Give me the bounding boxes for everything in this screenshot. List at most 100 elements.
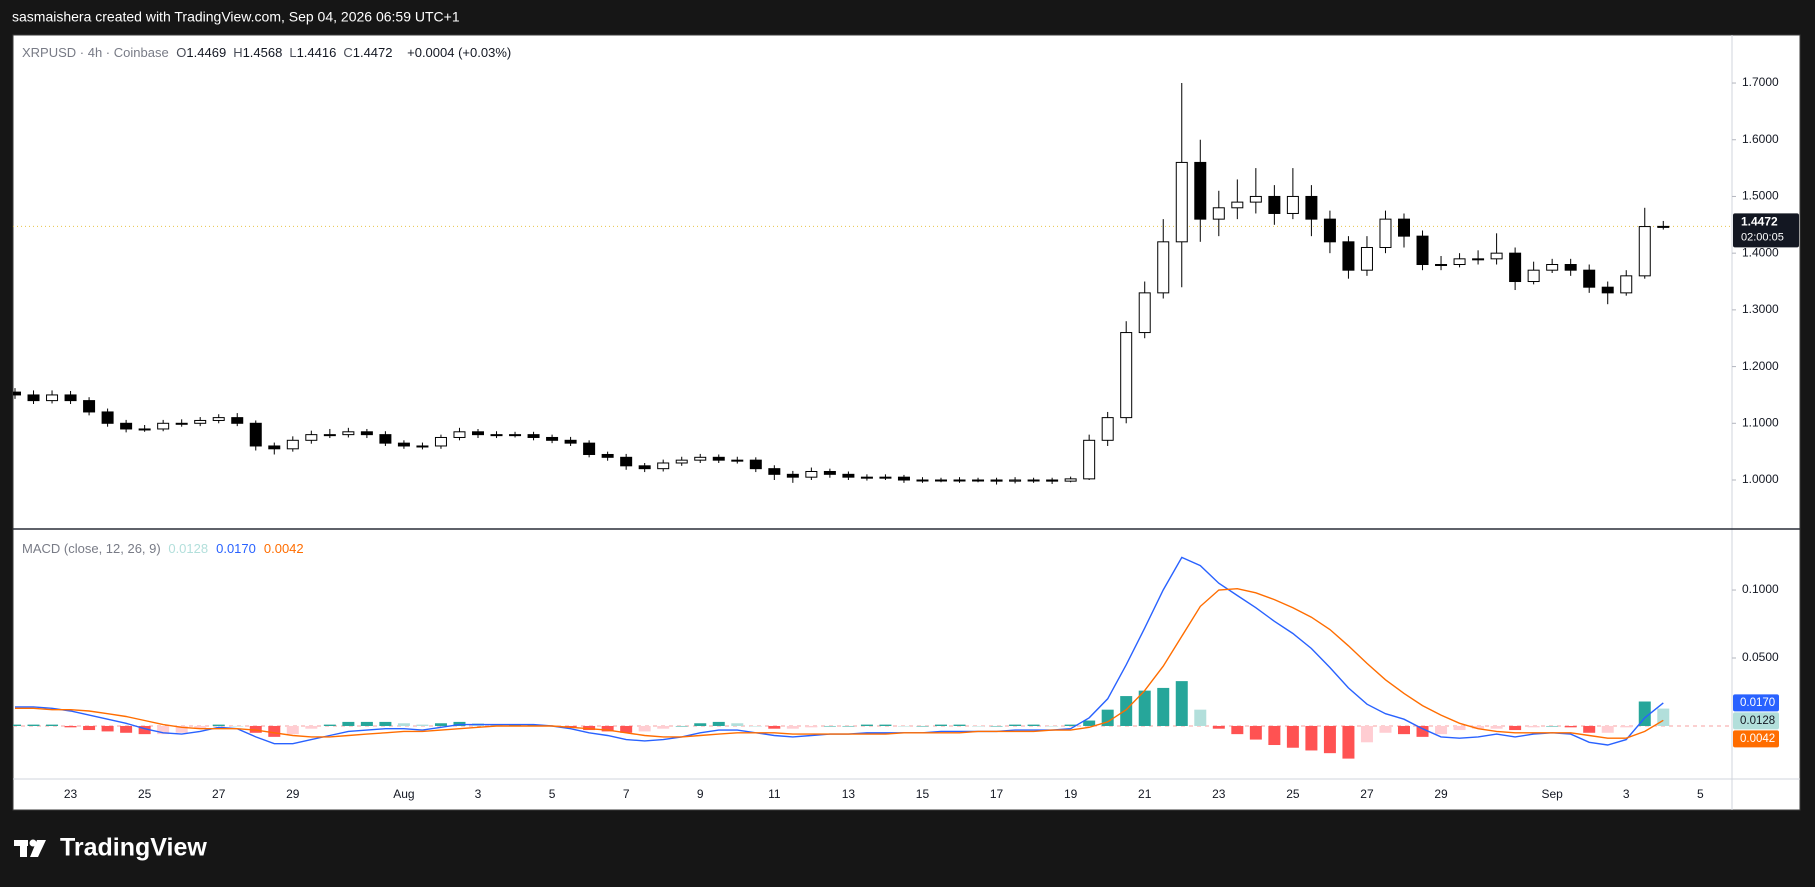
histogram-bar <box>286 725 299 735</box>
histogram-bar <box>268 725 281 737</box>
x-tick-label: 25 <box>138 787 152 801</box>
y-tick-label: 1.1000 <box>1742 415 1779 429</box>
candle-body <box>64 394 77 402</box>
histogram-bar <box>1046 725 1059 727</box>
histogram-bar <box>1583 725 1596 733</box>
histogram-bar <box>13 724 21 726</box>
candle-body <box>249 422 262 447</box>
chart-panel <box>12 34 1801 811</box>
candle-body <box>1286 195 1299 214</box>
candle-body <box>1194 161 1207 220</box>
logo-part <box>20 840 27 857</box>
candle-body <box>175 422 188 425</box>
histogram-bar <box>1490 725 1503 729</box>
candle-body <box>1212 207 1225 220</box>
candle-body <box>527 434 540 438</box>
candle-body <box>1564 264 1577 271</box>
x-tick-label: 13 <box>842 787 856 801</box>
candle-body <box>453 431 466 438</box>
candle-body <box>1101 417 1114 441</box>
candle-body <box>1138 292 1151 334</box>
candle-body <box>416 445 429 448</box>
candle-body <box>323 434 336 437</box>
histogram-bar <box>1009 724 1022 726</box>
candle-body <box>1268 195 1281 214</box>
candle-body <box>786 473 799 478</box>
candle-body <box>138 428 151 431</box>
candle-body <box>583 442 596 455</box>
candle-body <box>768 468 781 475</box>
candle-body <box>1416 235 1429 266</box>
candle-body <box>1083 439 1096 480</box>
candle-body <box>1157 241 1170 294</box>
candle-body <box>823 470 836 475</box>
histogram-bar <box>1268 725 1281 746</box>
candle-body <box>490 434 503 437</box>
histogram-bar <box>675 725 688 727</box>
ohlc-label: L <box>289 45 297 60</box>
value-badge <box>1733 730 1779 748</box>
x-tick-label: Aug <box>393 787 414 801</box>
x-tick-label: 15 <box>916 787 930 801</box>
logo <box>14 839 46 857</box>
x-tick-label: 3 <box>1623 787 1630 801</box>
candle-body <box>13 391 21 396</box>
candle-body <box>305 434 318 441</box>
histogram-bar <box>27 724 40 726</box>
histogram-bar <box>1379 725 1392 733</box>
candle-body <box>620 456 633 467</box>
histogram-bar <box>1157 687 1170 726</box>
value-badge <box>1733 694 1779 712</box>
y-tick-label: 1.6000 <box>1742 132 1779 146</box>
histogram-bar <box>897 725 910 727</box>
candle-body <box>1120 332 1133 419</box>
histogram-bar <box>101 725 114 732</box>
candle-body <box>657 462 670 470</box>
price-badge <box>1733 213 1799 248</box>
signal-line <box>15 587 1664 739</box>
histogram-bar <box>194 725 207 729</box>
histogram-bar <box>1342 725 1355 759</box>
value-badge-label: 0.0128 <box>1740 715 1775 727</box>
histogram-bar <box>1453 725 1466 731</box>
candle-body <box>564 439 577 444</box>
histogram-bar <box>749 725 762 727</box>
candle-body <box>1472 258 1485 261</box>
value-badge-label: 0.0170 <box>1740 697 1775 709</box>
histogram-bar <box>434 723 447 726</box>
histogram-bar <box>1249 725 1262 740</box>
ohlc-value: 1.4416 <box>296 45 337 60</box>
candle-body <box>1323 218 1336 243</box>
histogram-bar <box>860 724 873 726</box>
candle-body <box>101 411 114 424</box>
candle-body <box>972 479 985 482</box>
histogram-bar <box>1194 709 1207 726</box>
ohlc-label: C <box>343 45 353 60</box>
histogram-bar <box>1120 696 1133 726</box>
candle-body <box>360 431 373 436</box>
candle-body <box>1305 195 1318 220</box>
candle-body <box>897 476 910 481</box>
histogram-bar <box>1509 725 1522 731</box>
axes: 1.0000 1.1000 1.2000 1.3000 1.4000 1.5000 1.60… <box>64 75 1799 801</box>
x-tick-label: 25 <box>1286 787 1300 801</box>
histogram-bar <box>1138 690 1151 726</box>
candle-body <box>1435 264 1448 267</box>
ohlc-value: 1.4472 <box>352 45 393 60</box>
candle-body <box>1509 252 1522 283</box>
x-tick-label: 17 <box>990 787 1004 801</box>
histogram-bar <box>379 721 392 726</box>
histogram-bar <box>916 725 929 727</box>
candle-body <box>638 465 651 470</box>
candle-body <box>1620 275 1633 294</box>
price-legend: XRPUSD · 4h · Coinbase O1.4469 H1.4568 L1.… <box>22 45 515 60</box>
histogram-bar <box>638 725 651 732</box>
x-tick-label: 23 <box>1212 787 1226 801</box>
candle-body <box>397 442 410 447</box>
histogram-bar <box>1527 725 1540 728</box>
histogram-bar <box>157 725 170 735</box>
histogram-bar <box>46 724 59 726</box>
candle-body <box>157 422 170 430</box>
histogram-bar <box>879 724 892 726</box>
